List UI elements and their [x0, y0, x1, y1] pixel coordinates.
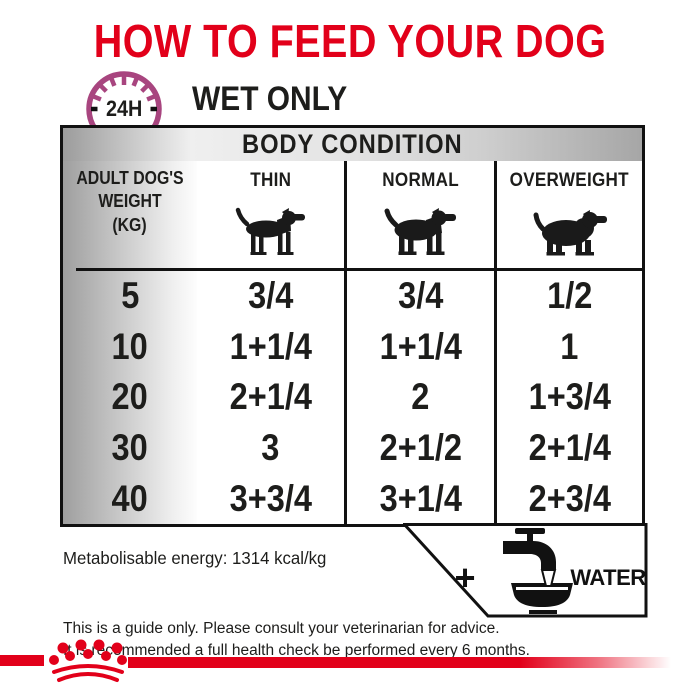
- add-water-box: + WATER: [403, 523, 648, 618]
- normal-label: NORMAL: [382, 170, 459, 191]
- normal-value-cell: 3/4: [397, 275, 444, 317]
- clock-24h-label: 24H: [105, 96, 143, 121]
- plus-sign: +: [454, 557, 475, 598]
- thin-value-cell: 2+1/4: [229, 376, 312, 418]
- disclaimer-text: This is a guide only. Please consult you…: [63, 618, 530, 662]
- metabolisable-energy-note: Metabolisable energy: 1314 kcal/kg: [63, 548, 327, 568]
- weight-column-background: [63, 161, 197, 524]
- overweight-dog-icon: [533, 210, 607, 256]
- adult-dog-weight-label: ADULT DOG'S WEIGHT (KG): [76, 168, 184, 235]
- feeding-mode-subtitle: WET ONLY: [192, 80, 348, 118]
- thin-value-cell: 1+1/4: [229, 325, 312, 367]
- table-row: 5 3/4 3/4 1/2: [63, 271, 642, 322]
- normal-header-cell: NORMAL: [347, 161, 494, 268]
- overweight-value-cell: 1/2: [546, 275, 593, 317]
- weight-cell: 40: [111, 477, 149, 519]
- normal-value-cell: 3+1/4: [379, 477, 462, 519]
- thin-label: THIN: [250, 170, 291, 191]
- table-row: 10 1+1/4 1+1/4 1: [63, 322, 642, 373]
- overweight-value-cell: 2+1/4: [528, 427, 611, 469]
- normal-value-cell: 2: [411, 376, 430, 418]
- overweight-label: OVERWEIGHT: [509, 170, 630, 191]
- weight-header-cell: ADULT DOG'S WEIGHT (KG): [63, 161, 197, 268]
- thin-value-cell: 3+3/4: [229, 477, 312, 519]
- page-title: HOW TO FEED YOUR DOG: [0, 14, 700, 68]
- normal-value-cell: 1+1/4: [379, 325, 462, 367]
- table-body: 5 3/4 3/4 1/2 10 1+1/4 1+1/4 1 20 2+1/4 …: [63, 271, 642, 524]
- weight-cell: 10: [111, 325, 149, 367]
- overweight-header-cell: OVERWEIGHT: [497, 161, 642, 268]
- body-condition-header: BODY CONDITION: [63, 128, 642, 161]
- crown-paw-logo: [0, 639, 127, 682]
- thin-value-cell: 3: [261, 427, 280, 469]
- feeding-table: BODY CONDITION ADULT DOG'S WEIGHT (KG) T…: [60, 125, 645, 527]
- column-divider: [494, 161, 497, 524]
- column-divider: [344, 161, 347, 524]
- 24h-clock-icon: [86, 71, 162, 128]
- thin-header-cell: THIN: [197, 161, 344, 268]
- header-separator-line: [76, 268, 642, 271]
- thin-value-cell: 3/4: [247, 275, 294, 317]
- table-row: 40 3+3/4 3+1/4 2+3/4: [63, 473, 642, 524]
- page-title-text: HOW TO FEED YOUR DOG: [93, 15, 607, 67]
- table-header-row: ADULT DOG'S WEIGHT (KG) THIN: [63, 161, 642, 268]
- overweight-value-cell: 2+3/4: [528, 477, 611, 519]
- normal-value-cell: 2+1/2: [379, 427, 462, 469]
- table-row: 20 2+1/4 2 1+3/4: [63, 372, 642, 423]
- normal-dog-icon: [384, 208, 456, 255]
- overweight-value-cell: 1: [560, 325, 579, 367]
- weight-cell: 5: [120, 275, 140, 317]
- tap-filling-bowl-icon: [503, 528, 573, 614]
- weight-cell: 30: [111, 427, 149, 469]
- disclaimer-line-2: It is recommended a full health check be…: [63, 642, 530, 659]
- table-row: 30 3 2+1/2 2+1/4: [63, 423, 642, 474]
- brand-red-bar: [128, 657, 688, 668]
- disclaimer-line-1: This is a guide only. Please consult you…: [63, 620, 500, 637]
- weight-cell: 20: [111, 376, 149, 418]
- water-label: WATER: [570, 565, 646, 590]
- thin-dog-icon: [235, 207, 305, 255]
- overweight-value-cell: 1+3/4: [528, 376, 611, 418]
